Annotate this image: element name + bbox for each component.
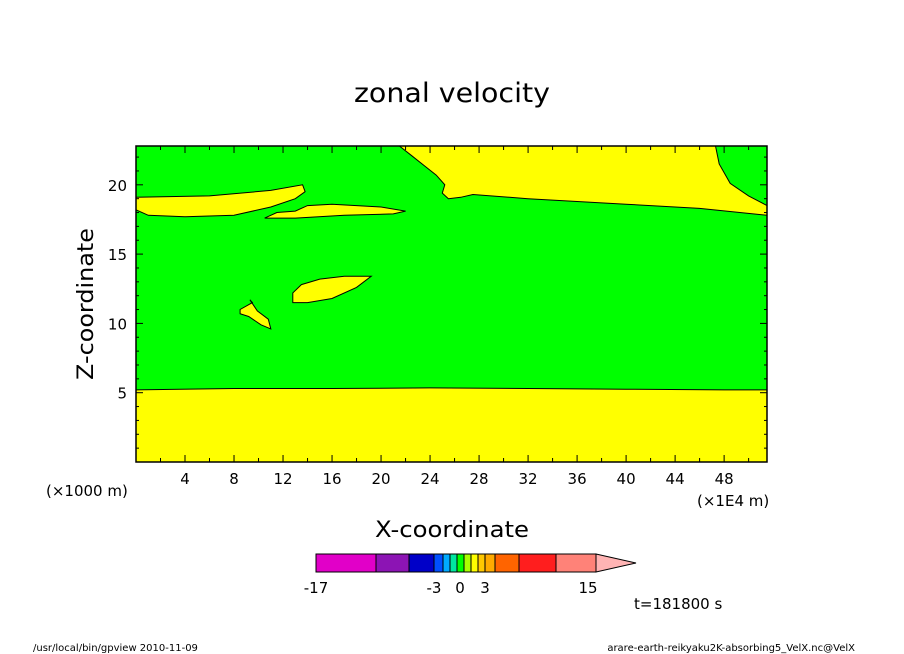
contour-region-blob-left [239,299,272,330]
y-tick-label: 5 [117,385,127,403]
y-tick-label: 20 [108,177,127,195]
colorbar-segment [477,553,486,573]
footer-right: arare-earth-reikyaku2K-absorbing5_VelX.n… [607,643,855,654]
y-tick-label: 10 [108,315,127,333]
colorbar-segment [449,553,458,573]
colorbar-arrow [595,553,637,573]
colorbar-segment [470,553,479,573]
x-tick-label: 20 [372,470,391,488]
chart-title: zonal velocity [354,78,550,109]
x-tick-label: 4 [180,470,190,488]
x-tick-label: 40 [617,470,636,488]
colorbar-segment [408,553,435,573]
contour-region-upper-band [398,146,767,216]
colorbar-segment [555,553,597,573]
x-axis-label: X-coordinate [375,518,529,543]
colorbar-label: 3 [480,579,490,597]
colorbar-label: 15 [578,579,597,597]
colorbar-label: -3 [427,579,442,597]
colorbar-segment [315,553,377,573]
colorbar-segment [375,553,410,573]
colorbar-segment [494,553,520,573]
contour-region-left-tongue [136,184,306,218]
footer-left: /usr/local/bin/gpview 2010-11-09 [33,643,198,654]
contour-region-upper-right-patch [714,146,767,207]
colorbar-segment [518,553,557,573]
colorbar-segment [442,553,451,573]
colorbar-segment [433,553,444,573]
x-tick-label: 8 [229,470,239,488]
contour-region-middle-tongue [264,203,406,219]
x-tick-label: 32 [519,470,538,488]
x-tick-label: 16 [322,470,341,488]
colorbar: -17 -3 0 3 15 [304,553,637,597]
colorbar-label: -17 [304,579,329,597]
x-tick-label: 28 [470,470,489,488]
colorbar-segment [463,553,472,573]
x-tick-label: 44 [666,470,685,488]
x-tick-label: 48 [715,470,734,488]
colorbar-segment [484,553,496,573]
x-tick-label: 36 [568,470,587,488]
x-unit-right: (×1E4 m) [697,492,769,510]
colorbar-segment [456,553,465,573]
y-tick-label: 15 [108,246,127,264]
contour-region-lower-band [136,387,767,462]
contour-region-blob-center [292,275,373,304]
y-axis-label: Z-coordinate [74,228,99,380]
time-annotation: t=181800 s [634,595,722,613]
x-unit-left: (×1000 m) [46,482,128,500]
x-tick-label: 24 [421,470,440,488]
plot-frame [135,145,768,463]
colorbar-label: 0 [455,579,465,597]
x-tick-label: 12 [273,470,292,488]
